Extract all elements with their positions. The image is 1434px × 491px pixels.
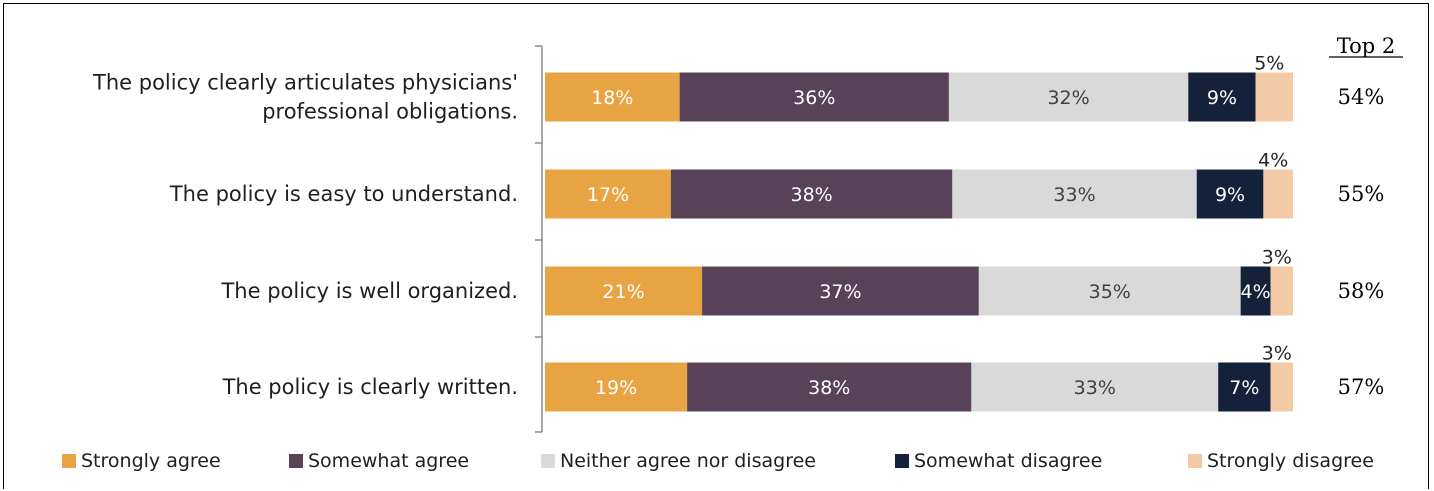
- data-label: 3%: [1262, 247, 1292, 269]
- legend-swatch: [541, 454, 555, 468]
- category-label: The policy is easy to understand.: [169, 182, 518, 206]
- data-label: 33%: [1074, 377, 1116, 399]
- bar-segment: [545, 169, 671, 219]
- bar-segment: [1188, 72, 1256, 122]
- top2-value: 55%: [1338, 182, 1385, 206]
- bar-row: 17% 38% 33% 9% 4%: [545, 150, 1293, 219]
- bar-segment: [952, 169, 1197, 219]
- data-label: 17%: [587, 184, 629, 206]
- data-label: 9%: [1207, 87, 1237, 109]
- legend-label: Somewhat disagree: [914, 450, 1102, 472]
- top2-value: 54%: [1338, 85, 1385, 109]
- bar-segment: [978, 266, 1241, 316]
- bar-segment: [971, 362, 1219, 412]
- legend-swatch: [62, 454, 76, 468]
- category-label: professional obligations.: [262, 100, 518, 124]
- legend-label: Strongly agree: [81, 450, 221, 472]
- bar-segment: [702, 266, 979, 316]
- category-label: The policy is well organized.: [220, 279, 518, 303]
- data-label: 21%: [602, 281, 644, 303]
- bar-segment: [1263, 169, 1293, 219]
- data-label: 38%: [790, 184, 832, 206]
- bar-segment: [1270, 266, 1293, 316]
- data-label: 35%: [1089, 281, 1131, 303]
- bar-segment: [670, 169, 953, 219]
- bar-segment: [948, 72, 1189, 122]
- bar-segment: [1218, 362, 1271, 412]
- top2-value: 58%: [1338, 279, 1385, 303]
- legend-item: Strongly disagree: [1188, 450, 1374, 472]
- bar-segment: [1270, 362, 1293, 412]
- bar-segment: [545, 266, 703, 316]
- bar-segment: [679, 72, 949, 122]
- bar-segment: [687, 362, 972, 412]
- bar-segment: [545, 362, 688, 412]
- data-label: 37%: [819, 281, 861, 303]
- legend-swatch: [895, 454, 909, 468]
- legend-swatch: [1188, 454, 1202, 468]
- top2-column: Top 2 54% 55% 58% 57%: [1329, 34, 1403, 399]
- data-label: 4%: [1241, 281, 1271, 303]
- bar-segment: [1196, 169, 1264, 219]
- category-labels: The policy clearly articulates physician…: [92, 71, 518, 400]
- data-label: 3%: [1262, 343, 1292, 365]
- legend-swatch: [289, 454, 303, 468]
- legend: Strongly agree Somewhat agree Neither agre…: [62, 450, 1374, 472]
- category-label: The policy is clearly written.: [222, 375, 518, 399]
- bar-segment: [1240, 266, 1271, 316]
- legend-item: Somewhat disagree: [895, 450, 1102, 472]
- bar-row: 19% 38% 33% 7%3%: [545, 343, 1293, 412]
- top2-value: 57%: [1338, 375, 1385, 399]
- data-label: 5%: [1254, 53, 1284, 75]
- legend-item: Neither agree nor disagree: [541, 450, 816, 472]
- data-label: 7%: [1229, 377, 1259, 399]
- data-label: 4%: [1258, 150, 1288, 172]
- data-label: 9%: [1215, 184, 1245, 206]
- legend-item: Strongly agree: [62, 450, 221, 472]
- bars: 18% 36% 32% 9%5%17% 38% 33% 9%4%21% 37% 35% 4%3%1…: [545, 53, 1293, 412]
- data-label: 32%: [1047, 87, 1089, 109]
- bar-row: 21% 37% 35% 4% 3%: [545, 247, 1293, 316]
- chart-frame: [3, 3, 1429, 489]
- data-label: 18%: [591, 87, 633, 109]
- data-label: 19%: [595, 377, 637, 399]
- legend-label: Somewhat agree: [308, 450, 469, 472]
- legend-label: Neither agree nor disagree: [560, 450, 816, 472]
- data-label: 36%: [793, 87, 835, 109]
- data-label: 33%: [1053, 184, 1095, 206]
- category-label: The policy clearly articulates physician…: [92, 71, 518, 95]
- top2-header: Top 2: [1337, 34, 1396, 58]
- data-label: 38%: [808, 377, 850, 399]
- bar-segment: [1255, 72, 1293, 122]
- bar-segment: [545, 72, 680, 122]
- category-axis: [535, 45, 543, 433]
- legend-label: Strongly disagree: [1207, 450, 1374, 472]
- legend-item: Somewhat agree: [289, 450, 469, 472]
- bar-row: 18% 36% 32% 9% 5%: [545, 53, 1293, 122]
